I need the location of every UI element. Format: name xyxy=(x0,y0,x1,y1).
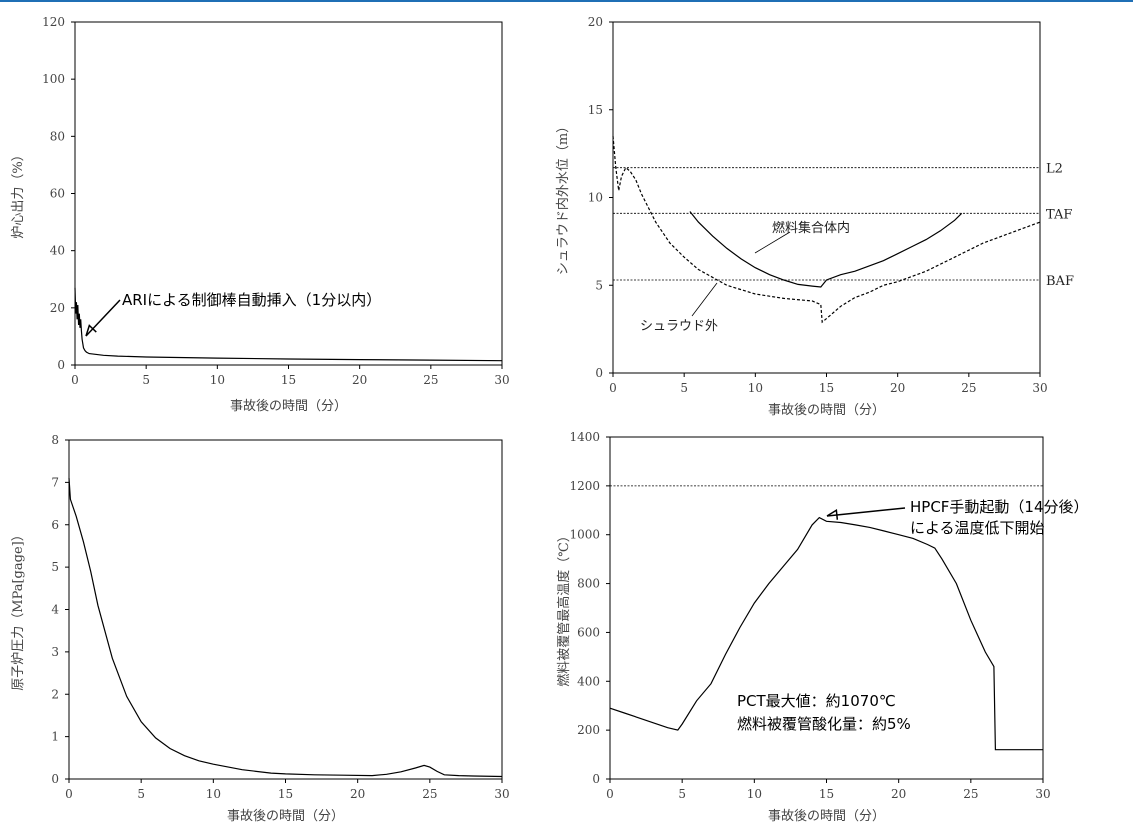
cladding-temp-ytick-label: 0 xyxy=(592,772,600,786)
core-power-xtick-label: 20 xyxy=(352,373,367,387)
core-power-annotation-arrow-head xyxy=(85,324,97,337)
reactor-pressure-ylabel: 原子炉圧力（MPa[gage]） xyxy=(11,528,26,690)
reactor-pressure-xtick-label: 0 xyxy=(65,787,73,801)
water-level-xtick-label: 30 xyxy=(1032,381,1047,395)
water-level-chart: 0 5 10 15 20 25 30 0 5 10 15 20 事故後の時間（分） シュラウド内外水位（m… xyxy=(555,15,1074,418)
reactor-pressure-xtick-label: 15 xyxy=(278,787,293,801)
cladding-temp-annotation-pct: PCT最大値：約1070℃ xyxy=(737,692,896,710)
reactor-pressure-ytick-label: 5 xyxy=(51,560,59,574)
reactor-pressure-xtick-label: 30 xyxy=(494,787,509,801)
reactor-pressure-ytick-label: 3 xyxy=(51,645,59,659)
cladding-temp-ytick-label: 1400 xyxy=(569,430,600,444)
reactor-pressure-series-line xyxy=(68,478,503,778)
water-level-label-leader xyxy=(691,282,718,317)
reactor-pressure-chart: 0 5 10 15 20 25 30 0 1 2 3 4 5 6 7 8 事故後の時間（分） 原子炉圧力（MPa[… xyxy=(11,433,510,824)
top-accent-bar xyxy=(0,0,1133,2)
cladding-temp-xlabel: 事故後の時間（分） xyxy=(768,809,885,824)
water-level-ytick-label: 15 xyxy=(588,103,603,117)
water-level-series-line xyxy=(689,211,963,288)
water-level-ytick-label: 20 xyxy=(588,15,603,29)
water-level-label-inside: 燃料集合体内 xyxy=(772,220,850,236)
cladding-temp-xtick-label: 20 xyxy=(891,787,906,801)
water-level-ref-label: TAF xyxy=(1046,207,1072,222)
core-power-xtick-label: 5 xyxy=(142,373,150,387)
cladding-temp-ytick-label: 800 xyxy=(577,577,600,591)
water-level-xlabel: 事故後の時間（分） xyxy=(768,403,885,418)
water-level-xtick-label: 25 xyxy=(961,381,976,395)
water-level-ref-label: BAF xyxy=(1046,274,1074,289)
cladding-temp-xtick-label: 25 xyxy=(963,787,978,801)
cladding-temp-xtick-label: 30 xyxy=(1035,787,1050,801)
water-level-xtick-label: 10 xyxy=(748,381,763,395)
core-power-ytick-label: 20 xyxy=(50,301,65,315)
reactor-pressure-xtick-label: 5 xyxy=(137,787,145,801)
core-power-ytick-label: 40 xyxy=(50,244,65,258)
cladding-temp-annotation-hpcf: による温度低下開始 xyxy=(910,519,1045,537)
cladding-temp-ylabel: 燃料被覆管最高温度（℃） xyxy=(556,529,572,687)
water-level-xtick-label: 20 xyxy=(890,381,905,395)
reactor-pressure-plot-frame xyxy=(68,439,503,780)
water-level-ref-label: L2 xyxy=(1046,162,1063,177)
core-power-xtick-label: 10 xyxy=(210,373,225,387)
core-power-xtick-label: 0 xyxy=(71,373,79,387)
cladding-temp-ytick-label: 1200 xyxy=(569,479,600,493)
water-level-series-line xyxy=(612,136,1041,324)
core-power-plot-frame xyxy=(74,21,503,366)
core-power-xtick-label: 15 xyxy=(281,373,296,387)
water-level-ytick-label: 10 xyxy=(588,191,603,205)
reactor-pressure-ytick-label: 6 xyxy=(51,518,59,532)
core-power-series-line xyxy=(74,287,503,362)
cladding-temp-chart: 0 5 10 15 20 25 30 0 200 400 600 800 1000 1200 1400 事故後… xyxy=(556,430,1051,824)
cladding-temp-xtick-label: 10 xyxy=(747,787,762,801)
reactor-pressure-ytick-label: 4 xyxy=(51,603,59,617)
cladding-temp-annotation-arrow xyxy=(826,507,906,517)
water-level-xtick-label: 0 xyxy=(609,381,617,395)
reactor-pressure-ytick-label: 8 xyxy=(51,433,59,447)
cladding-temp-annotation-pct: 燃料被覆管酸化量：約5% xyxy=(737,715,911,733)
core-power-annotation: ARIによる制御棒自動挿入（1分以内） xyxy=(122,291,381,309)
cladding-temp-ytick-label: 200 xyxy=(577,723,600,737)
cladding-temp-xtick-label: 15 xyxy=(819,787,834,801)
core-power-ytick-label: 80 xyxy=(50,129,65,143)
water-level-ytick-label: 5 xyxy=(595,278,603,292)
core-power-ytick-label: 0 xyxy=(57,358,65,372)
cladding-temp-xtick-label: 5 xyxy=(678,787,686,801)
core-power-annotation-arrow xyxy=(85,299,121,337)
cladding-temp-series-line xyxy=(609,516,1043,751)
cladding-temp-ytick-label: 400 xyxy=(577,674,600,688)
reactor-pressure-ytick-label: 2 xyxy=(51,687,59,701)
core-power-ytick-label: 60 xyxy=(50,187,65,201)
core-power-ytick-label: 100 xyxy=(42,72,65,86)
water-level-ylabel: シュラウド内外水位（m） xyxy=(555,120,571,275)
reactor-pressure-ytick-label: 1 xyxy=(51,730,59,744)
core-power-chart: 0 5 10 15 20 25 30 0 20 40 60 80 100 120 事故後の時間（分） 炉心出力… xyxy=(11,15,510,414)
water-level-label-outside: シュラウド外 xyxy=(640,319,718,334)
cladding-temp-ytick-label: 1000 xyxy=(569,528,600,542)
water-level-ytick-label: 0 xyxy=(595,366,603,380)
water-level-xtick-label: 5 xyxy=(680,381,688,395)
cladding-temp-annotation-hpcf: HPCF手動起動（14分後） xyxy=(910,498,1089,516)
cladding-temp-annotation-arrow-head xyxy=(826,508,839,520)
water-level-label-leader xyxy=(754,231,791,254)
cladding-temp-ytick-label: 600 xyxy=(577,625,600,639)
reactor-pressure-ytick-label: 0 xyxy=(51,772,59,786)
reactor-pressure-xtick-label: 20 xyxy=(350,787,365,801)
water-level-xtick-label: 15 xyxy=(819,381,834,395)
reactor-pressure-xtick-label: 10 xyxy=(206,787,221,801)
reactor-pressure-xtick-label: 25 xyxy=(422,787,437,801)
core-power-ytick-label: 120 xyxy=(42,15,65,29)
core-power-ylabel: 炉心出力（%） xyxy=(11,148,26,238)
reactor-pressure-xlabel: 事故後の時間（分） xyxy=(227,809,344,824)
reactor-pressure-ytick-label: 7 xyxy=(51,475,59,489)
core-power-xlabel: 事故後の時間（分） xyxy=(230,399,347,414)
core-power-xtick-label: 30 xyxy=(494,373,509,387)
core-power-xtick-label: 25 xyxy=(423,373,438,387)
cladding-temp-xtick-label: 0 xyxy=(606,787,614,801)
